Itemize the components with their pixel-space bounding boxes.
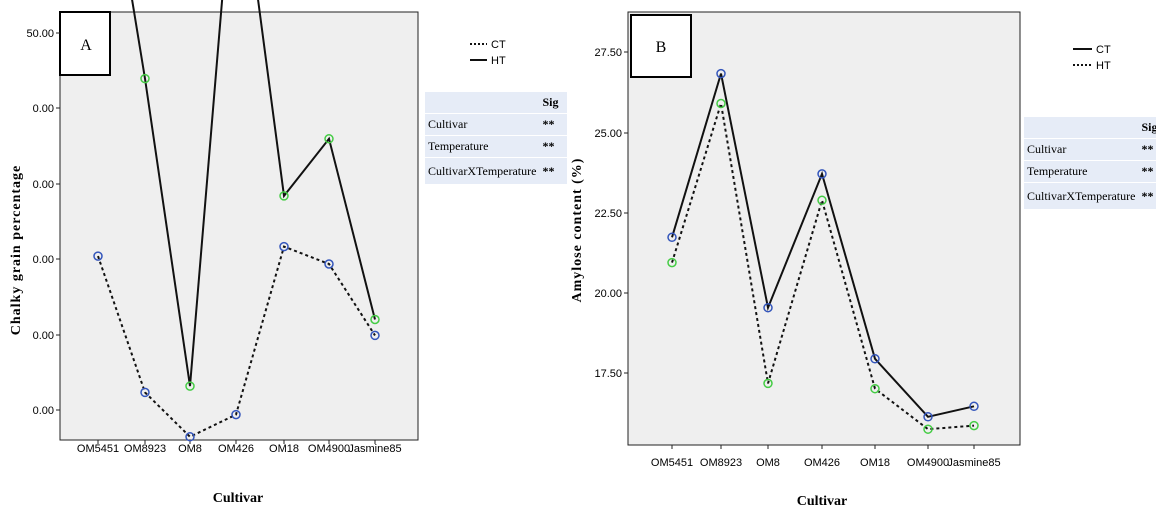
sig-table-a: Sig Cultivar ** Temperature ** CultivarX… — [425, 92, 568, 185]
data-point — [93, 251, 103, 261]
data-point — [763, 378, 773, 389]
data-point — [923, 412, 933, 422]
y-tick-label: 0.00 — [33, 254, 54, 266]
data-point — [667, 257, 677, 268]
series-line-ct — [671, 73, 975, 418]
y-tick-label: 25.00 — [594, 128, 622, 140]
sig-table-b: Sig Cultivar ** Temperature ** CultivarX… — [1024, 117, 1156, 210]
sig-row: CultivarXTemperature ** — [1024, 182, 1156, 210]
data-point — [667, 232, 677, 243]
data-point — [969, 420, 979, 431]
sig-row-label: Temperature — [425, 135, 540, 158]
sig-row-value: ** — [1138, 138, 1156, 161]
plot-area — [627, 11, 1021, 446]
data-point — [279, 191, 289, 201]
legend-label: HT — [491, 55, 506, 67]
sig-row-label: Cultivar — [425, 113, 540, 136]
data-point — [140, 387, 150, 398]
x-axis-title: Cultivar — [797, 494, 848, 509]
y-axis-title: Amylose content (%) — [570, 158, 585, 303]
sig-row: CultivarXTemperature ** — [425, 157, 568, 185]
panel-label-box — [630, 14, 692, 78]
data-point — [763, 302, 773, 313]
x-tick-label: OM4900 — [907, 457, 949, 469]
data-point — [716, 68, 726, 79]
sig-header: Sig — [1138, 117, 1156, 139]
data-point — [870, 383, 880, 394]
data-point — [140, 73, 150, 84]
data-point — [716, 98, 726, 109]
data-point — [185, 381, 195, 391]
sig-row: Temperature ** — [425, 135, 568, 158]
sig-row-label: CultivarXTemperature — [1024, 182, 1139, 210]
panel-label: A — [80, 37, 92, 54]
x-tick-label: OM18 — [269, 443, 299, 455]
series-line-ht — [131, 0, 376, 387]
data-point — [370, 314, 380, 325]
y-tick-label: 20.00 — [594, 288, 622, 300]
x-axis-title: Cultivar — [213, 491, 264, 506]
legend-label: HT — [1096, 60, 1111, 72]
x-tick-label: Jasmine85 — [348, 443, 401, 455]
x-tick-label: OM8 — [178, 443, 202, 455]
sig-header-blank — [1024, 117, 1139, 139]
sig-header: Sig — [539, 92, 568, 114]
sig-header-row: Sig — [425, 92, 568, 114]
y-tick-label: 27.50 — [594, 47, 622, 59]
panel-label-box — [59, 11, 111, 76]
x-tick-label: OM8923 — [124, 443, 166, 455]
sig-row-value: ** — [1138, 182, 1156, 210]
series-line-ct — [97, 245, 376, 439]
y-tick-label: 0.00 — [33, 330, 54, 342]
data-point — [231, 409, 241, 420]
sig-row-value: ** — [539, 135, 568, 158]
sig-row-value: ** — [1138, 160, 1156, 183]
panel-label: B — [656, 39, 667, 56]
data-point — [324, 134, 334, 144]
data-point — [279, 241, 289, 252]
x-tick-label: OM426 — [218, 443, 254, 455]
sig-row-label: CultivarXTemperature — [425, 157, 540, 185]
sig-header-row: Sig — [1024, 117, 1156, 139]
sig-row-value: ** — [539, 157, 568, 185]
data-point — [923, 424, 933, 434]
sig-row-label: Temperature — [1024, 160, 1139, 183]
data-point — [870, 354, 880, 364]
data-point — [817, 169, 827, 179]
y-tick-label: 50.00 — [26, 28, 54, 40]
legend-label: CT — [491, 39, 506, 51]
y-tick-label: 17.50 — [594, 368, 622, 380]
y-tick-label: 22.50 — [594, 208, 622, 220]
data-point — [969, 401, 979, 412]
sig-row: Cultivar ** — [425, 113, 568, 136]
x-tick-label: OM5451 — [77, 443, 119, 455]
sig-row: Cultivar ** — [1024, 138, 1156, 161]
y-tick-label: 0.00 — [33, 179, 54, 191]
legend-label: CT — [1096, 44, 1111, 56]
x-tick-label: OM4900 — [308, 443, 350, 455]
data-point — [324, 259, 334, 269]
sig-header-blank — [425, 92, 540, 114]
y-tick-label: 0.00 — [33, 405, 54, 417]
x-tick-label: OM8 — [756, 457, 780, 469]
y-tick-label: 0.00 — [33, 103, 54, 115]
data-point — [185, 432, 195, 442]
x-tick-label: OM5451 — [651, 457, 693, 469]
sig-row: Temperature ** — [1024, 160, 1156, 183]
sig-row-label: Cultivar — [1024, 138, 1139, 161]
x-tick-label: OM8923 — [700, 457, 742, 469]
sig-row-value: ** — [539, 113, 568, 136]
y-axis-title: Chalky grain percentage — [9, 165, 24, 336]
plot-area — [59, 11, 419, 441]
x-tick-label: OM426 — [804, 457, 840, 469]
x-tick-label: Jasmine85 — [947, 457, 1000, 469]
data-point — [817, 195, 827, 206]
x-tick-label: OM18 — [860, 457, 890, 469]
data-point — [370, 330, 380, 341]
